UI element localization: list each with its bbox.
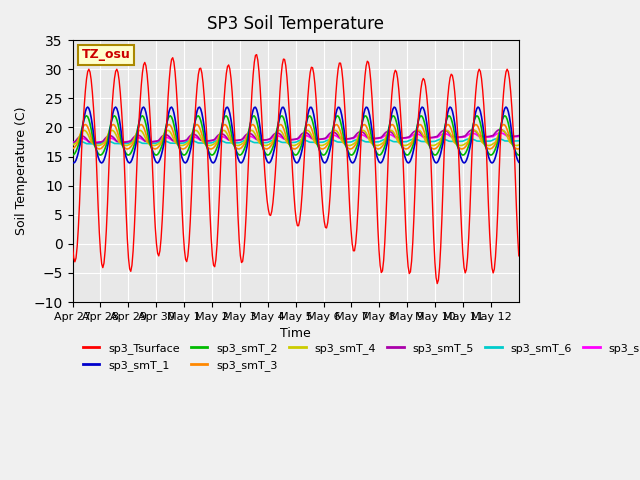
Title: SP3 Soil Temperature: SP3 Soil Temperature <box>207 15 384 33</box>
X-axis label: Time: Time <box>280 327 311 340</box>
Legend: sp3_Tsurface, sp3_smT_1, sp3_smT_2, sp3_smT_3, sp3_smT_4, sp3_smT_5, sp3_smT_6, : sp3_Tsurface, sp3_smT_1, sp3_smT_2, sp3_… <box>78 339 640 375</box>
Text: TZ_osu: TZ_osu <box>81 48 130 61</box>
Y-axis label: Soil Temperature (C): Soil Temperature (C) <box>15 107 28 235</box>
